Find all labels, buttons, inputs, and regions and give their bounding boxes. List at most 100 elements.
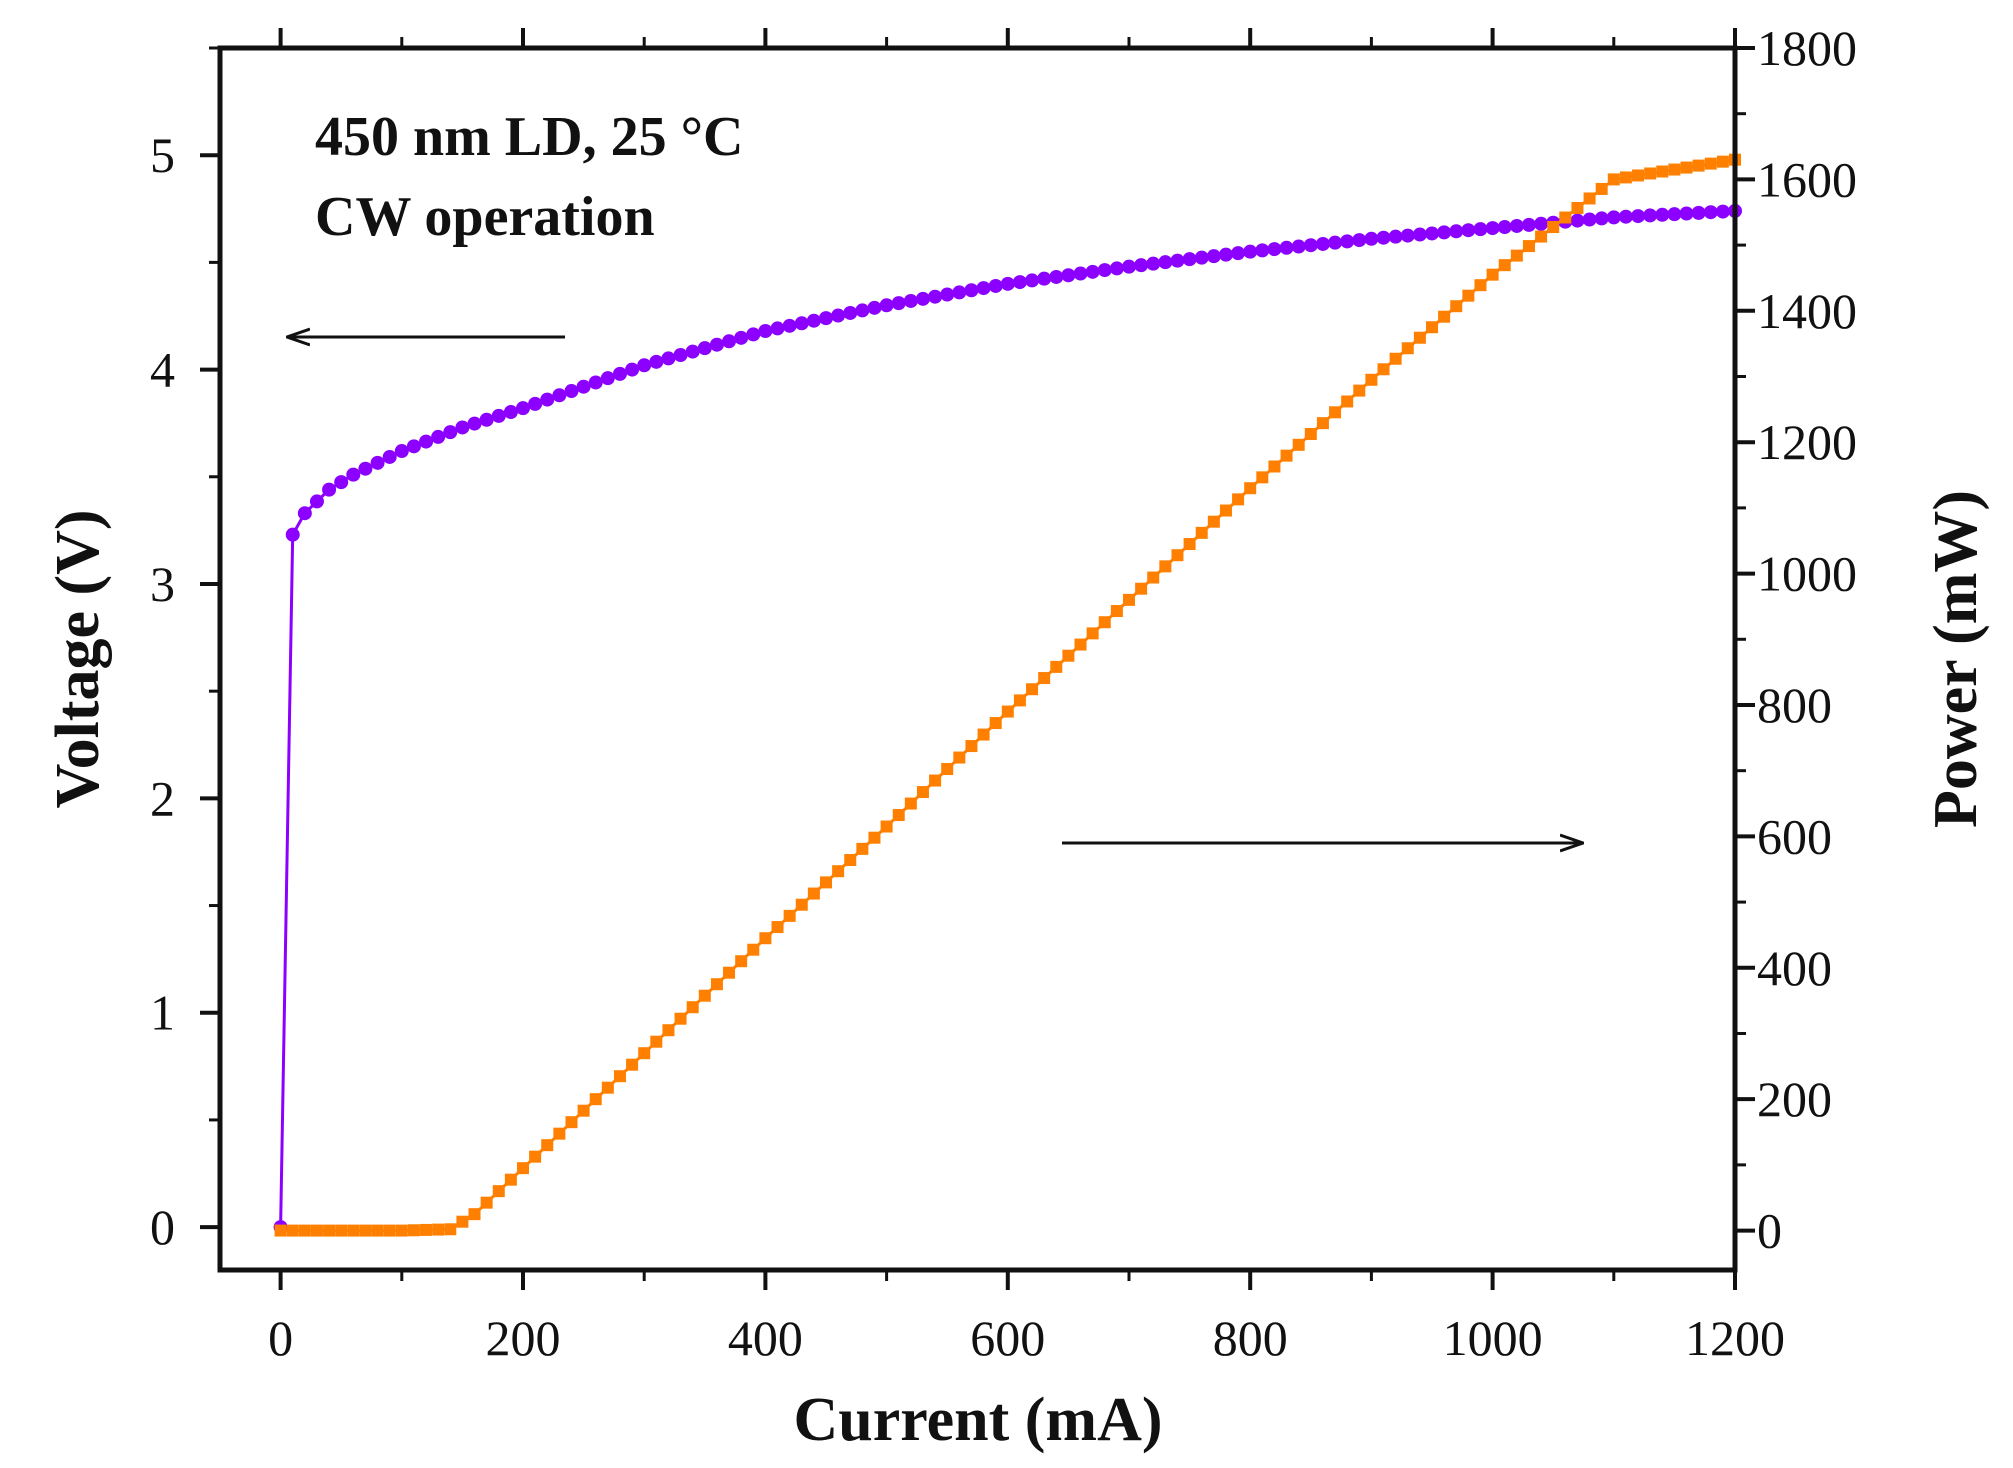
power-marker: [904, 797, 917, 810]
power-marker: [310, 1224, 323, 1237]
power-marker: [1135, 582, 1148, 595]
voltage-marker: [1425, 226, 1439, 241]
power-marker: [1353, 384, 1366, 397]
power-marker: [395, 1224, 408, 1237]
y-right-tick-label: 0: [1757, 1203, 1782, 1259]
power-marker: [1462, 289, 1475, 302]
power-marker: [1123, 593, 1135, 606]
voltage-marker: [1618, 209, 1633, 224]
x-tick-label: 1200: [1685, 1310, 1785, 1366]
voltage-marker: [1158, 255, 1173, 270]
voltage-marker: [467, 416, 482, 431]
power-marker: [577, 1104, 590, 1117]
voltage-marker: [903, 293, 918, 308]
voltage-marker: [1582, 212, 1597, 227]
power-marker: [1110, 605, 1123, 618]
power-marker: [1365, 373, 1378, 386]
y-left-tick-label: 0: [150, 1199, 175, 1255]
x-tick-label: 800: [1213, 1310, 1288, 1366]
voltage-marker: [1485, 221, 1500, 236]
power-marker: [807, 887, 820, 900]
x-tick-label: 0: [268, 1310, 293, 1366]
power-marker: [1159, 560, 1172, 573]
power-marker: [601, 1081, 614, 1094]
y-right-tick-label: 200: [1757, 1071, 1832, 1127]
voltage-marker: [1243, 244, 1258, 259]
voltage-marker: [1364, 231, 1379, 246]
power-marker: [1147, 571, 1160, 584]
voltage-marker: [1206, 249, 1221, 264]
voltage-marker: [685, 344, 700, 359]
power-marker: [1474, 279, 1487, 292]
power-marker: [420, 1223, 433, 1236]
y-left-axis-title: Voltage (V): [44, 509, 112, 808]
voltage-marker: [915, 291, 930, 306]
power-marker: [1098, 616, 1111, 629]
voltage-marker: [358, 461, 373, 476]
power-marker: [480, 1196, 493, 1209]
voltage-marker: [1497, 220, 1512, 235]
voltage-marker: [528, 396, 543, 411]
power-marker: [1413, 331, 1426, 344]
power-marker: [710, 978, 723, 991]
power-marker: [1486, 268, 1499, 281]
power-marker: [335, 1224, 348, 1237]
power-marker: [541, 1139, 554, 1152]
voltage-marker: [1703, 205, 1718, 220]
voltage-marker: [697, 341, 712, 356]
voltage-marker: [1679, 206, 1694, 221]
voltage-marker: [1279, 240, 1294, 255]
voltage-marker: [406, 439, 421, 454]
voltage-marker: [855, 303, 870, 318]
y-left-tick-label: 1: [150, 985, 175, 1041]
power-marker: [432, 1223, 445, 1236]
voltage-marker: [1073, 266, 1088, 281]
power-marker: [1522, 240, 1535, 253]
power-marker: [1389, 352, 1402, 365]
x-tick-label: 200: [486, 1310, 561, 1366]
voltage-marker: [1049, 269, 1064, 284]
power-marker: [1183, 538, 1196, 551]
voltage-marker: [1388, 229, 1403, 244]
voltage-marker: [1328, 235, 1343, 250]
power-marker: [650, 1035, 663, 1048]
voltage-marker: [746, 327, 761, 342]
power-marker: [844, 854, 857, 867]
voltage-marker: [770, 321, 785, 336]
voltage-marker: [758, 323, 773, 338]
power-marker: [686, 1001, 699, 1014]
voltage-marker: [794, 316, 809, 331]
voltage-marker: [334, 475, 349, 490]
voltage-marker: [479, 412, 494, 427]
power-marker: [1692, 159, 1705, 172]
power-marker: [1438, 310, 1451, 323]
power-marker: [856, 842, 869, 855]
voltage-marker: [394, 444, 409, 459]
power-marker: [1013, 694, 1026, 707]
voltage-marker: [1570, 213, 1585, 228]
voltage-marker: [1109, 261, 1124, 276]
voltage-marker: [843, 305, 858, 320]
y-right-tick-label: 600: [1757, 808, 1832, 864]
power-marker: [832, 865, 845, 878]
voltage-marker: [637, 358, 652, 373]
voltage-marker: [322, 482, 337, 497]
power-marker: [638, 1047, 651, 1060]
voltage-marker: [503, 405, 518, 420]
voltage-marker: [661, 351, 676, 366]
y-right-axis-title: Power (mW): [1922, 490, 1990, 828]
voltage-marker: [1400, 228, 1415, 243]
power-marker: [444, 1223, 457, 1236]
power-marker: [1207, 515, 1220, 528]
voltage-marker: [1194, 250, 1209, 265]
voltage-marker: [1667, 207, 1682, 222]
voltage-marker: [1231, 246, 1246, 261]
power-marker: [1583, 192, 1596, 205]
power-marker: [468, 1208, 481, 1221]
y-left-tick-label: 5: [150, 127, 175, 183]
voltage-marker: [297, 506, 312, 521]
annotation-line-1: 450 nm LD, 25 °C: [315, 106, 743, 168]
power-marker: [1280, 449, 1293, 462]
power-marker: [553, 1127, 566, 1140]
voltage-marker: [285, 527, 300, 542]
